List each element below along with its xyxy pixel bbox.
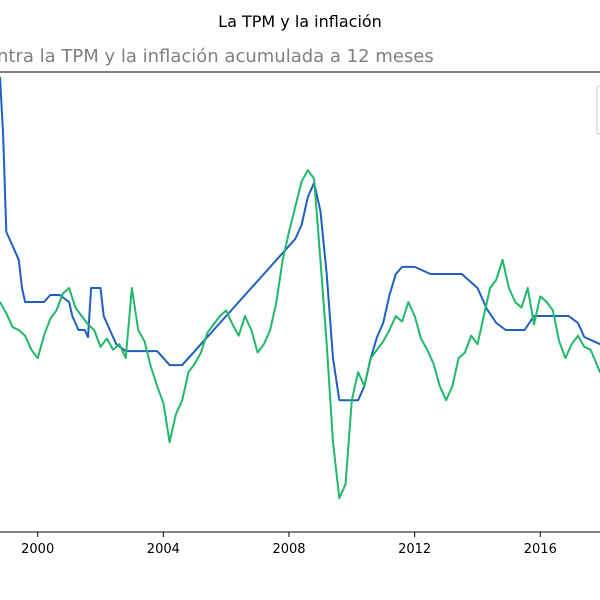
x-tick-label: 2004 [147, 542, 180, 557]
x-tick-label: 2000 [21, 542, 54, 557]
x-tick-label: 2016 [524, 542, 557, 557]
x-tick-label: 2012 [398, 542, 431, 557]
series-line-1 [0, 169, 600, 500]
chart-subtitle: ntra la TPM y la inflación acumulada a 1… [0, 46, 434, 67]
plot-area: 2000 2004 2008 2012 2016 [0, 71, 600, 557]
x-tick-label: 2008 [272, 542, 305, 557]
series-line-0 [0, 76, 600, 402]
legend-box [596, 85, 600, 135]
chart-title: La TPM y la inflación [218, 12, 382, 31]
